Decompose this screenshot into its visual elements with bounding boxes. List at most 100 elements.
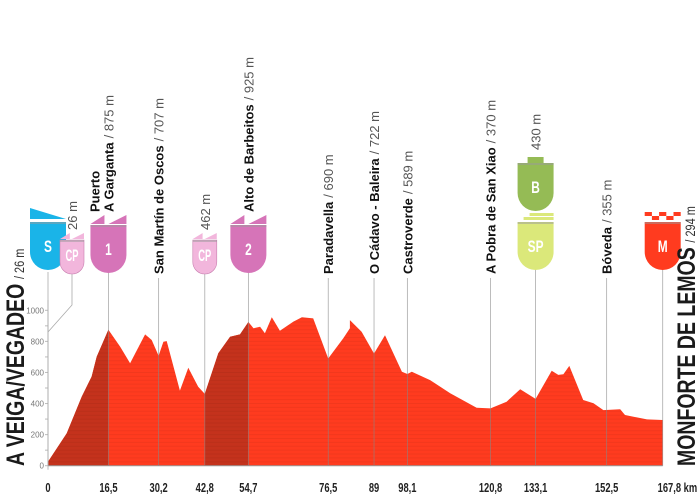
y-tick-label: 400 bbox=[31, 400, 45, 409]
km-tick: 16,5 bbox=[99, 482, 117, 496]
waypoint: Paradavella / 690 m bbox=[321, 154, 336, 466]
sprint-stripe bbox=[529, 213, 554, 216]
km-tick: 42,8 bbox=[196, 482, 214, 496]
start-town-label-elevation: / 26 m bbox=[12, 249, 28, 279]
waypoint-elevation: / 690 m bbox=[321, 154, 336, 197]
waypoint-label: Alto de Barbeitos / 925 m bbox=[241, 57, 256, 212]
waypoint: 430 m bbox=[529, 114, 544, 466]
km-tick: 54,7 bbox=[239, 482, 257, 496]
finish-town-label-elevation: / 294 m bbox=[683, 206, 699, 242]
waypoint-name: O Cádavo - Baleira bbox=[367, 158, 382, 274]
waypoint: O Cádavo - Baleira / 722 m bbox=[367, 111, 382, 466]
waypoint-name: Alto de Barbeitos bbox=[241, 104, 256, 212]
badge-s-label: S bbox=[44, 238, 52, 257]
km-tick-label: 42,8 bbox=[196, 482, 214, 496]
checkered-flag-icon bbox=[673, 212, 681, 216]
badge-cp-band bbox=[60, 240, 84, 242]
finish-town-label-name: MONFORTE DE LEMOS bbox=[673, 247, 700, 466]
badge-1-shield bbox=[90, 225, 127, 273]
waypoint-elevation: / 875 m bbox=[101, 95, 116, 138]
waypoint-name: Paradavella bbox=[321, 201, 336, 274]
finish-town-label-text: MONFORTE DE LEMOS / 294 m bbox=[673, 206, 700, 466]
waypoint: PuertoA Garganta / 875 m bbox=[87, 95, 116, 466]
waypoint: Castroverde / 589 m bbox=[400, 151, 415, 466]
badge-2: 2 bbox=[230, 215, 267, 273]
km-tick: 167,8 km bbox=[658, 482, 698, 496]
km-tick-label: 54,7 bbox=[239, 482, 257, 496]
badge-cp: CP bbox=[192, 233, 218, 275]
waypoint: San Martín de Oscos / 707 m bbox=[152, 98, 167, 466]
checkered-flag-icon bbox=[651, 216, 660, 220]
badge-b-label-group: B bbox=[531, 179, 540, 198]
km-tick-label: 120,8 bbox=[479, 482, 502, 496]
waypoint: Alto de Barbeitos / 925 m bbox=[241, 57, 256, 466]
badge-b: B bbox=[517, 157, 554, 211]
badge-sp: SP bbox=[517, 213, 554, 270]
start-flag-icon bbox=[30, 208, 66, 219]
badge-cp-shield bbox=[59, 239, 85, 275]
km-tick-label: 98,1 bbox=[398, 482, 416, 496]
badge-sp-label-group: SP bbox=[528, 238, 544, 257]
badge-sp-shield bbox=[517, 222, 554, 270]
checkered-flag-icon bbox=[659, 212, 667, 216]
waypoint-elevation: / 722 m bbox=[367, 111, 382, 154]
waypoint-name: Castroverde bbox=[400, 198, 415, 274]
finish-town-label: MONFORTE DE LEMOS / 294 m bbox=[673, 206, 700, 466]
waypoint-label: PuertoA Garganta / 875 m bbox=[87, 95, 116, 212]
km-tick: 98,1 bbox=[398, 482, 416, 496]
badge-cp-label: CP bbox=[198, 246, 211, 265]
km-tick: 0 bbox=[45, 482, 50, 496]
start-town-label-name: A VEIGA/VEGADEO bbox=[2, 284, 30, 466]
waypoint: 462 m bbox=[198, 194, 213, 466]
badge-sp-label: SP bbox=[528, 238, 544, 257]
badge-b-band bbox=[517, 163, 554, 165]
badge-2-shield bbox=[230, 225, 267, 273]
start-town-label: A VEIGA/VEGADEO / 26 m bbox=[2, 249, 30, 466]
km-tick: 76,5 bbox=[319, 482, 337, 496]
y-tick-label: 800 bbox=[31, 337, 45, 346]
waypoint-label: Castroverde / 589 m bbox=[400, 151, 415, 274]
badge-m-label-group: M bbox=[658, 238, 668, 257]
waypoint-elevation: / 355 m bbox=[600, 180, 615, 223]
badge-s: S bbox=[30, 208, 66, 270]
badge-2-label-group: 2 bbox=[245, 241, 252, 260]
y-tick-label: 200 bbox=[31, 431, 45, 440]
y-tick-label: 0 bbox=[40, 462, 45, 471]
badge-m-label: M bbox=[658, 238, 668, 257]
waypoint-label: A Pobra de San Xiao / 370 m bbox=[484, 100, 499, 274]
waypoint: A Pobra de San Xiao / 370 m bbox=[484, 100, 499, 466]
waypoint-label: Paradavella / 690 m bbox=[321, 154, 336, 274]
y-tick-label: 600 bbox=[31, 368, 45, 377]
badge-2-label: 2 bbox=[245, 241, 252, 260]
bonus-tab bbox=[527, 157, 544, 163]
km-tick-label: 16,5 bbox=[99, 482, 117, 496]
y-tick-label: 1000 bbox=[26, 306, 44, 315]
waypoint-name: A Pobra de San Xiao bbox=[484, 147, 499, 274]
badge-1-label: 1 bbox=[105, 241, 112, 260]
km-tick: 120,8 bbox=[479, 482, 502, 496]
climb-flag-icon bbox=[60, 233, 84, 239]
waypoint-name: Puerto bbox=[87, 171, 102, 212]
climb-flag-icon bbox=[90, 215, 127, 224]
badge-1-band bbox=[90, 225, 127, 227]
waypoint-elevation: / 370 m bbox=[484, 100, 499, 143]
waypoint-elevation: / 589 m bbox=[400, 151, 415, 194]
badge-b-shield bbox=[517, 163, 554, 211]
waypoint-name-line2: A Garganta bbox=[101, 142, 116, 212]
badge-2-band bbox=[230, 225, 267, 227]
waypoint-label: O Cádavo - Baleira / 722 m bbox=[367, 111, 382, 274]
waypoint-label: Bóveda / 355 m bbox=[600, 180, 615, 274]
km-tick-label: 76,5 bbox=[319, 482, 337, 496]
km-tick-label: 30,2 bbox=[150, 482, 168, 496]
waypoint-elevation: / 925 m bbox=[241, 57, 256, 100]
waypoint-elevation: 26 m bbox=[65, 201, 80, 230]
finish-town-label-inner: MONFORTE DE LEMOS / 294 m bbox=[673, 206, 700, 466]
waypoint-elevation: 430 m bbox=[529, 114, 544, 150]
km-tick-label: 89 bbox=[369, 482, 379, 496]
sprint-stripe bbox=[523, 217, 554, 220]
climb-flag-icon bbox=[192, 233, 217, 239]
checkered-flag-icon bbox=[666, 216, 674, 220]
badge-s-shield bbox=[30, 222, 66, 270]
checkered-flag-icon bbox=[644, 212, 652, 216]
